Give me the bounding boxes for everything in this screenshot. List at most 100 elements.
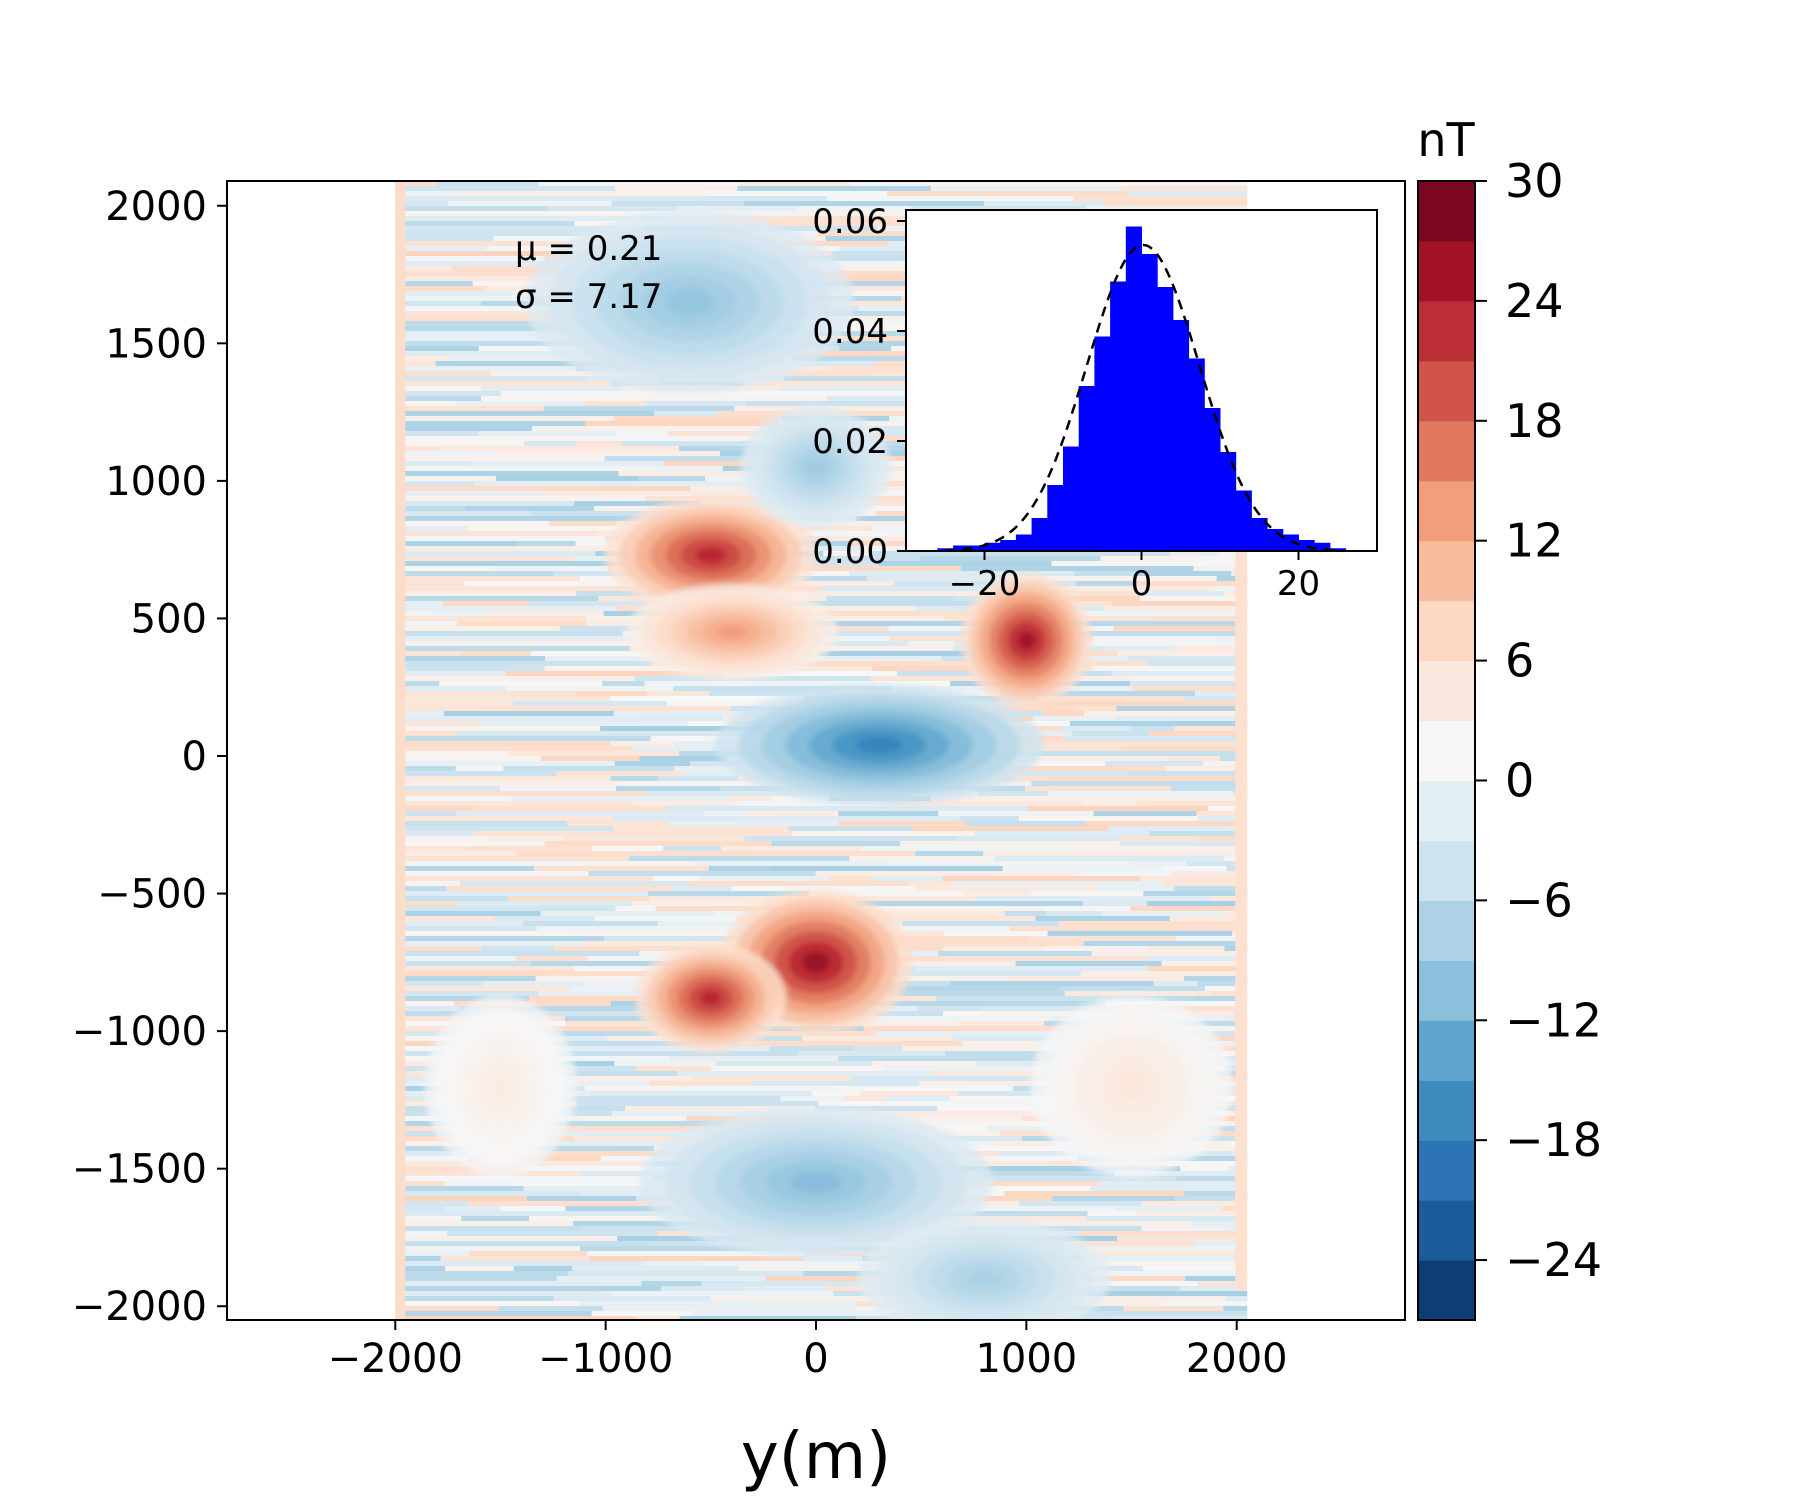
- heatmap-streak: [788, 826, 913, 832]
- heatmap-streak: [1075, 581, 1135, 587]
- heatmap-streak: [395, 236, 494, 242]
- heatmap-streak: [827, 196, 1074, 202]
- heatmap-streak: [1069, 721, 1248, 727]
- heatmap-streak: [456, 731, 598, 737]
- heatmap-streak: [1027, 806, 1209, 812]
- heatmap-streak: [503, 766, 674, 772]
- colorbar-band: [1418, 420, 1475, 482]
- heatmap-streak: [1114, 1206, 1223, 1212]
- heatmap-streak: [1057, 181, 1248, 187]
- heatmap-streak: [543, 406, 735, 412]
- heatmap-streak: [590, 861, 695, 867]
- heatmap-streak: [1212, 896, 1248, 902]
- heatmap-streak: [1113, 626, 1248, 632]
- heatmap-streak: [1187, 1151, 1248, 1157]
- heatmap-streak: [395, 1201, 468, 1207]
- heatmap-streak: [635, 481, 806, 487]
- heatmap-streak: [1104, 606, 1248, 612]
- heatmap-streak: [1204, 556, 1248, 562]
- heatmap-streak: [1098, 886, 1175, 892]
- heatmap-streak: [395, 1251, 469, 1257]
- heatmap-streak: [804, 546, 860, 552]
- heatmap-streak: [443, 1181, 512, 1187]
- heatmap-streak: [916, 1006, 983, 1012]
- heatmap-streak: [879, 561, 1052, 567]
- heatmap-streak: [1065, 1286, 1181, 1292]
- heatmap-streak: [772, 796, 830, 802]
- heatmap-streak: [395, 296, 532, 302]
- heatmap-streak: [1074, 871, 1171, 877]
- heatmap-streak: [395, 596, 599, 602]
- heatmap-streak: [1197, 836, 1248, 842]
- heatmap-streak: [395, 346, 479, 352]
- heatmap-streak: [911, 986, 1060, 992]
- heatmap-streak: [943, 1011, 1150, 1017]
- heatmap-streak: [481, 706, 732, 712]
- heatmap-streak: [395, 876, 653, 882]
- heatmap-streak: [1204, 986, 1248, 992]
- heatmap-streak: [1184, 1191, 1248, 1197]
- colorbar-label: nT: [1417, 113, 1475, 167]
- heatmap-streak: [962, 1041, 1036, 1047]
- heatmap-streak: [395, 736, 651, 742]
- heatmap-streak: [1009, 1246, 1235, 1252]
- heatmap-streak: [597, 486, 691, 492]
- heatmap-streak: [615, 906, 656, 912]
- heatmap-streak: [876, 1031, 1125, 1037]
- heatmap-streak: [1147, 901, 1248, 907]
- heatmap-streak: [974, 831, 1150, 837]
- heatmap-streak: [395, 636, 650, 642]
- heatmap-streak: [885, 941, 1084, 947]
- heatmap-streak: [1065, 591, 1137, 597]
- heatmap-streak: [395, 986, 570, 992]
- colorbar-band: [1418, 181, 1475, 242]
- heatmap-streak: [745, 591, 981, 597]
- heatmap-contour: [855, 736, 903, 754]
- heatmap-streak: [1136, 591, 1225, 597]
- heatmap-streak: [395, 1281, 642, 1287]
- heatmap-streak: [721, 846, 861, 852]
- heatmap-streak: [838, 916, 1036, 922]
- heatmap-streak: [984, 1221, 1193, 1227]
- heatmap-streak: [1121, 186, 1248, 192]
- heatmap-contour: [695, 546, 726, 564]
- heatmap-streak: [1083, 901, 1148, 907]
- heatmap-streak: [572, 1266, 739, 1272]
- heatmap-streak: [886, 801, 1084, 807]
- heatmap-streak: [824, 631, 1083, 637]
- heatmap-streak: [1104, 201, 1248, 207]
- heatmap-streak: [395, 406, 544, 412]
- heatmap-streak: [639, 756, 729, 762]
- heatmap-streak: [663, 461, 806, 467]
- x-tick-label: 2000: [1186, 1336, 1288, 1382]
- heatmap-streak: [644, 681, 876, 687]
- heatmap-streak: [1079, 846, 1248, 852]
- heatmap-streak: [1208, 806, 1248, 812]
- heatmap-streak: [395, 971, 547, 977]
- heatmap-streak: [395, 906, 616, 912]
- histogram-bars: [937, 226, 1347, 551]
- heatmap-streak: [584, 941, 781, 947]
- heatmap-streak: [395, 791, 646, 797]
- heatmap-streak: [395, 436, 531, 442]
- heatmap-streak: [523, 921, 658, 927]
- heatmap-streak: [861, 911, 1005, 917]
- heatmap-streak: [771, 841, 900, 847]
- heatmap-streak: [395, 206, 549, 212]
- heatmap-streak: [580, 1301, 754, 1307]
- heatmap-streak: [579, 1171, 687, 1177]
- heatmap-streak: [446, 886, 673, 892]
- heatmap-streak: [395, 1181, 444, 1187]
- heatmap-streak: [612, 1291, 834, 1297]
- heatmap-streak: [1149, 731, 1248, 737]
- heatmap-streak: [395, 496, 645, 502]
- heatmap-streak: [966, 1201, 1020, 1207]
- heatmap-streak: [395, 941, 585, 947]
- heatmap-streak: [395, 261, 602, 267]
- heatmap-streak: [1035, 916, 1170, 922]
- heatmap-streak: [600, 726, 800, 732]
- heatmap-streak: [876, 981, 951, 987]
- heatmap-streak: [1169, 551, 1219, 557]
- heatmap-streak: [1136, 801, 1248, 807]
- heatmap-streak: [752, 1081, 920, 1087]
